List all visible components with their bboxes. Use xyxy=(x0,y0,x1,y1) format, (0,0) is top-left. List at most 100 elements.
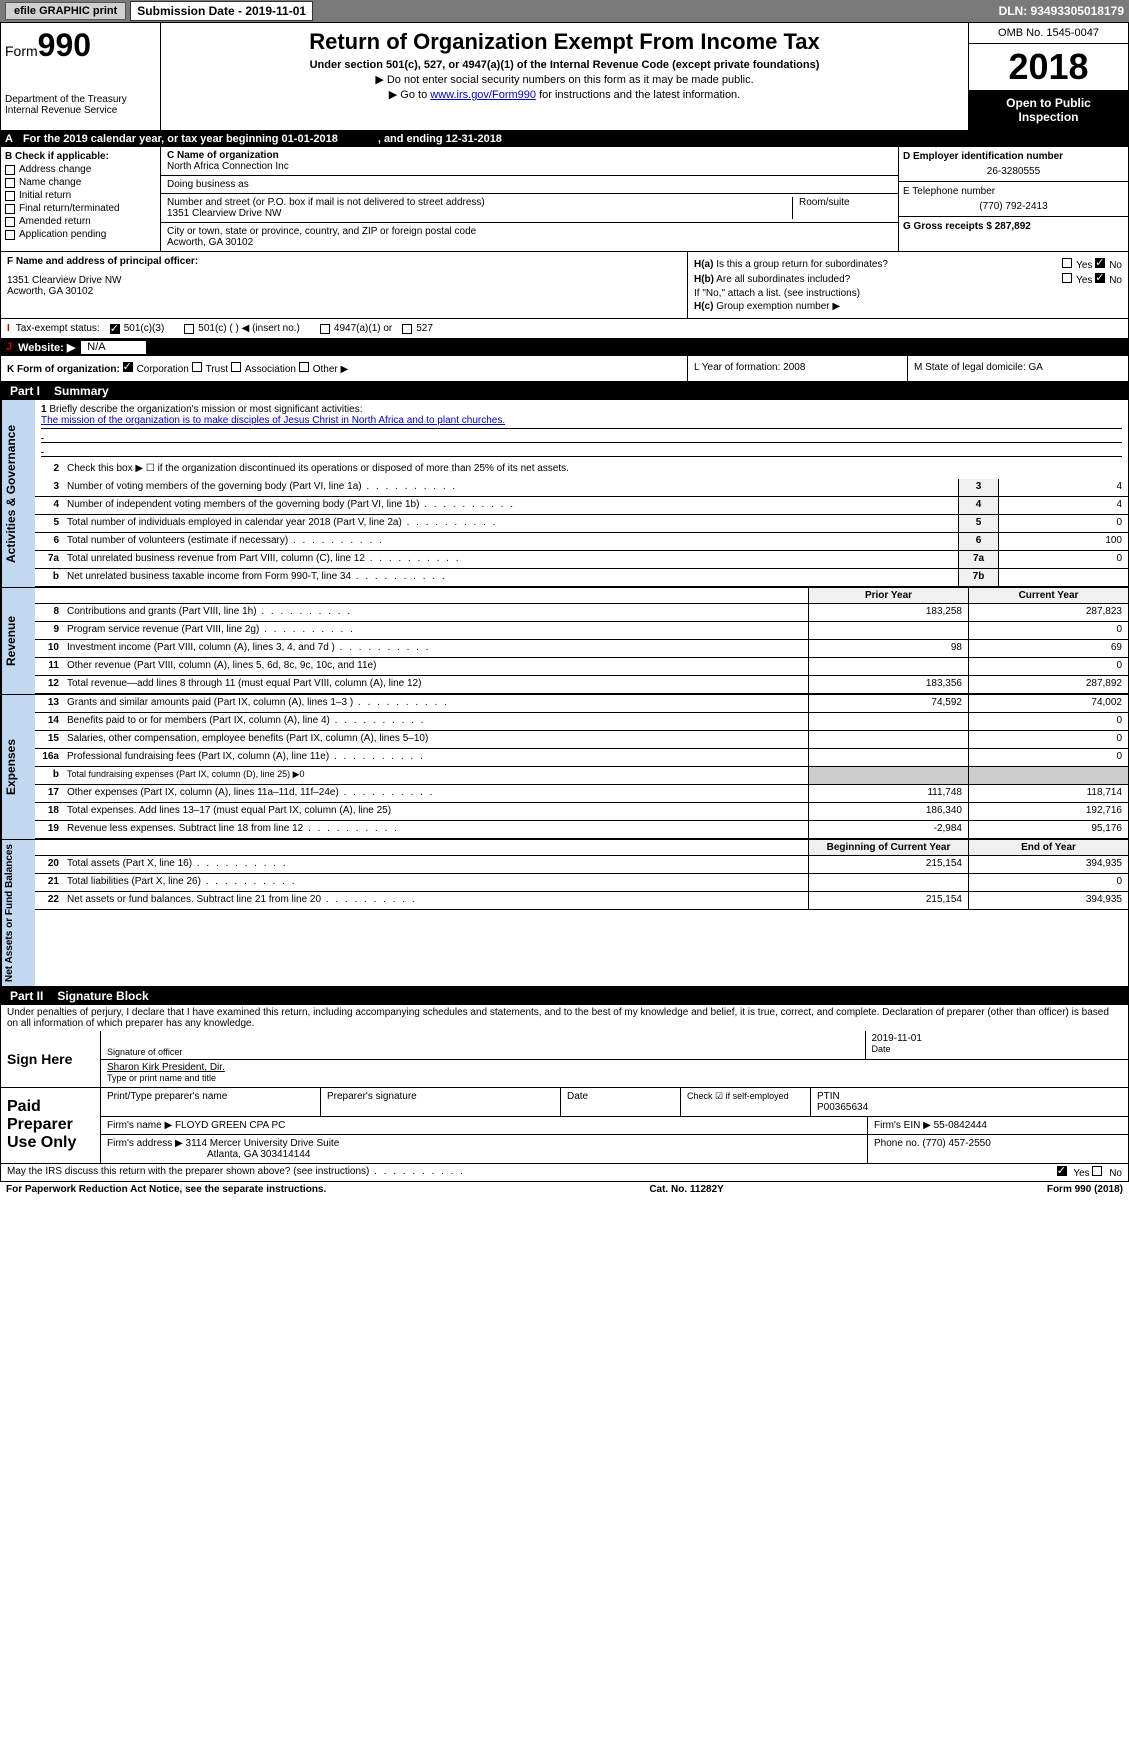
part2-header: Part II Signature Block xyxy=(0,987,1129,1005)
opt-527: 527 xyxy=(416,323,433,334)
efile-button[interactable]: efile GRAPHIC print xyxy=(5,2,126,20)
instr-1: ▶ Do not enter social security numbers o… xyxy=(167,73,962,86)
p21 xyxy=(808,874,968,891)
addr-box: Number and street (or P.O. box if mail i… xyxy=(161,194,898,223)
officer-name-title: Sharon Kirk President, Dir. xyxy=(107,1062,1122,1073)
instr-2: ▶ Go to www.irs.gov/Form990 for instruct… xyxy=(167,88,962,101)
v7b xyxy=(998,569,1128,586)
chk-pending[interactable] xyxy=(5,230,15,240)
p20: 215,154 xyxy=(808,856,968,873)
chk-4947[interactable] xyxy=(320,324,330,334)
c-name-lbl: C Name of organization xyxy=(167,150,892,161)
officer-addr1: 1351 Clearview Drive NW xyxy=(7,275,681,286)
part1-lbl: Part I xyxy=(6,384,44,398)
discuss-row: May the IRS discuss this return with the… xyxy=(0,1164,1129,1182)
l13: Grants and similar amounts paid (Part IX… xyxy=(63,695,808,712)
v4: 4 xyxy=(998,497,1128,514)
p19: -2,984 xyxy=(808,821,968,838)
l1-text: Briefly describe the organization's miss… xyxy=(49,404,362,415)
p14 xyxy=(808,713,968,730)
chk-corp[interactable] xyxy=(123,362,133,372)
p16a xyxy=(808,749,968,766)
chk-501c3[interactable] xyxy=(110,324,120,334)
street-address: 1351 Clearview Drive NW xyxy=(167,208,792,219)
check-self: Check ☑ if self-employed xyxy=(681,1088,811,1116)
cat-no: Cat. No. 11282Y xyxy=(649,1184,723,1195)
ha-no[interactable] xyxy=(1095,258,1105,268)
eoy-hdr: End of Year xyxy=(968,840,1128,855)
p13: 74,592 xyxy=(808,695,968,712)
date-lbl: Date xyxy=(872,1044,1123,1054)
ha-text: Is this a group return for subordinates? xyxy=(716,259,888,270)
submission-date: Submission Date - 2019-11-01 xyxy=(130,4,313,18)
row-i: I Tax-exempt status: 501(c)(3) 501(c) ( … xyxy=(0,319,1129,339)
chk-trust[interactable] xyxy=(192,362,202,372)
omb-number: OMB No. 1545-0047 xyxy=(969,23,1128,44)
opt-corp: Corporation xyxy=(137,364,189,375)
l-year-formation: L Year of formation: 2008 xyxy=(688,356,908,381)
hb-yes[interactable] xyxy=(1062,273,1072,283)
firm-ein: 55-0842444 xyxy=(934,1120,987,1131)
p16b xyxy=(808,767,968,784)
irs-link[interactable]: www.irs.gov/Form990 xyxy=(430,89,536,101)
ha-yes[interactable] xyxy=(1062,258,1072,268)
p9 xyxy=(808,622,968,639)
chk-final[interactable] xyxy=(5,204,15,214)
opt-pending: Application pending xyxy=(19,229,106,240)
opt-name: Name change xyxy=(19,177,81,188)
chk-527[interactable] xyxy=(402,324,412,334)
perjury-text: Under penalties of perjury, I declare th… xyxy=(1,1005,1128,1031)
c20: 394,935 xyxy=(968,856,1128,873)
c14: 0 xyxy=(968,713,1128,730)
chk-other[interactable] xyxy=(299,362,309,372)
c18: 192,716 xyxy=(968,803,1128,820)
form-word: Form xyxy=(5,43,38,59)
l6-text: Total number of volunteers (estimate if … xyxy=(63,533,958,550)
l20: Total assets (Part X, line 16) xyxy=(63,856,808,873)
firm-name-lbl: Firm's name ▶ xyxy=(107,1120,172,1131)
l3-text: Number of voting members of the governin… xyxy=(63,479,958,496)
ptin-lbl: PTIN xyxy=(817,1091,1122,1102)
discuss-yes[interactable] xyxy=(1057,1166,1067,1176)
l10: Investment income (Part VIII, column (A)… xyxy=(63,640,808,657)
chk-assoc[interactable] xyxy=(231,362,241,372)
j-lbl: Website: ▶ xyxy=(18,341,75,354)
org-name: North Africa Connection Inc xyxy=(167,161,892,172)
chk-address-change[interactable] xyxy=(5,165,15,175)
dept-treasury: Department of the Treasury Internal Reve… xyxy=(5,94,156,116)
part1-header: Part I Summary xyxy=(0,382,1129,400)
mission-blank2 xyxy=(41,443,1122,457)
hc-lbl: H(c) xyxy=(694,301,713,312)
p22: 215,154 xyxy=(808,892,968,909)
c16b xyxy=(968,767,1128,784)
chk-name-change[interactable] xyxy=(5,178,15,188)
j-letter: J xyxy=(6,341,12,354)
opt-address: Address change xyxy=(19,164,91,175)
phone-value: (770) 792-2413 xyxy=(903,201,1124,212)
chk-amended[interactable] xyxy=(5,217,15,227)
p8: 183,258 xyxy=(808,604,968,621)
phone-box: E Telephone number (770) 792-2413 xyxy=(899,182,1128,217)
open-to-public: Open to Public Inspection xyxy=(969,90,1128,130)
l16a: Professional fundraising fees (Part IX, … xyxy=(63,749,808,766)
v5: 0 xyxy=(998,515,1128,532)
hb-no[interactable] xyxy=(1095,273,1105,283)
chk-501c[interactable] xyxy=(184,324,194,334)
discuss-no[interactable] xyxy=(1092,1166,1102,1176)
hb-no-lbl: No xyxy=(1109,275,1122,286)
ha-yes-lbl: Yes xyxy=(1076,260,1092,271)
dln: DLN: 93493305018179 xyxy=(999,4,1124,18)
prep-phone-lbl: Phone no. xyxy=(874,1138,920,1149)
sig-officer-lbl: Signature of officer xyxy=(107,1047,859,1057)
subtitle: Under section 501(c), 527, or 4947(a)(1)… xyxy=(167,59,962,71)
sign-here-lbl: Sign Here xyxy=(1,1031,101,1087)
form-header: Form990 Department of the Treasury Inter… xyxy=(0,22,1129,131)
opt-assoc: Association xyxy=(245,364,296,375)
prep-phone: (770) 457-2550 xyxy=(922,1138,990,1149)
chk-initial[interactable] xyxy=(5,191,15,201)
dept-line2: Internal Revenue Service xyxy=(5,105,156,116)
opt-initial: Initial return xyxy=(19,190,71,201)
side-activities: Activities & Governance xyxy=(1,400,35,587)
l15: Salaries, other compensation, employee b… xyxy=(63,731,808,748)
boy-hdr: Beginning of Current Year xyxy=(808,840,968,855)
